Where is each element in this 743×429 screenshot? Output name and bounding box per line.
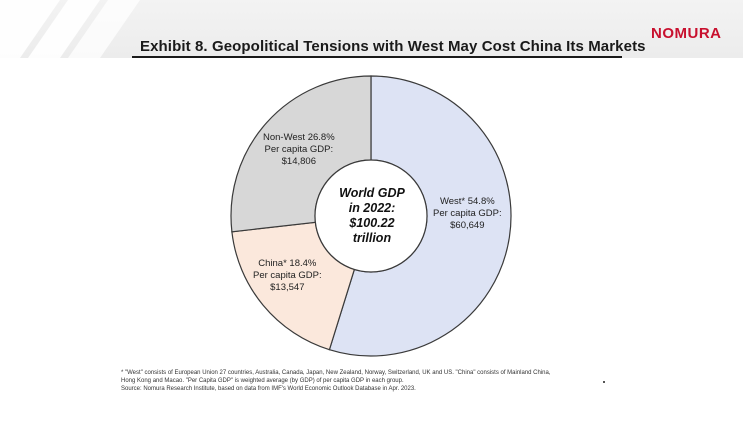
slice-label-china-value: $13,547 (270, 282, 305, 293)
page-title: Exhibit 8. Geopolitical Tensions with We… (140, 38, 646, 55)
center-label-line3: $100.22 (349, 216, 395, 230)
slice-label-west-caption: Per capita GDP: (433, 208, 502, 219)
header-decoration (0, 0, 140, 58)
slice-label-west-value: $60,649 (450, 220, 485, 231)
center-label-line1: World GDP (339, 186, 405, 200)
center-label: World GDP in 2022: $100.22 trillion (316, 186, 428, 246)
slice-label-non-west-value: $14,806 (281, 156, 316, 167)
slice-label-west-share: West* 54.8% (439, 196, 495, 207)
footnote-line2: Hong Kong and Macao. "Per Capita GDP" is… (121, 378, 404, 384)
footnotes: * "West" consists of European Union 27 c… (121, 369, 641, 393)
title-underline (132, 56, 622, 58)
nomura-logo: NOMURA (651, 25, 722, 42)
slice-label-non-west: Non-West 26.8% Per capita GDP: $14,806 (263, 132, 335, 168)
center-label-line4: trillion (352, 231, 392, 245)
center-label-line2: in 2022: (348, 201, 396, 215)
slice-label-non-west-share: Non-West 26.8% (263, 132, 335, 143)
slice-label-china-share: China* 18.4% (258, 258, 317, 269)
slice-label-china: China* 18.4% Per capita GDP: $13,547 (253, 258, 322, 294)
slice-label-china-caption: Per capita GDP: (253, 270, 322, 281)
footnote-line3: Source: Nomura Research Institute, based… (121, 386, 416, 392)
stray-dot (603, 381, 605, 383)
slice-label-non-west-caption: Per capita GDP: (264, 144, 334, 155)
donut-hole (314, 159, 428, 273)
slice-label-west: West* 54.8% Per capita GDP: $60,649 (433, 196, 502, 232)
footnote-line1: * "West" consists of European Union 27 c… (121, 370, 551, 376)
